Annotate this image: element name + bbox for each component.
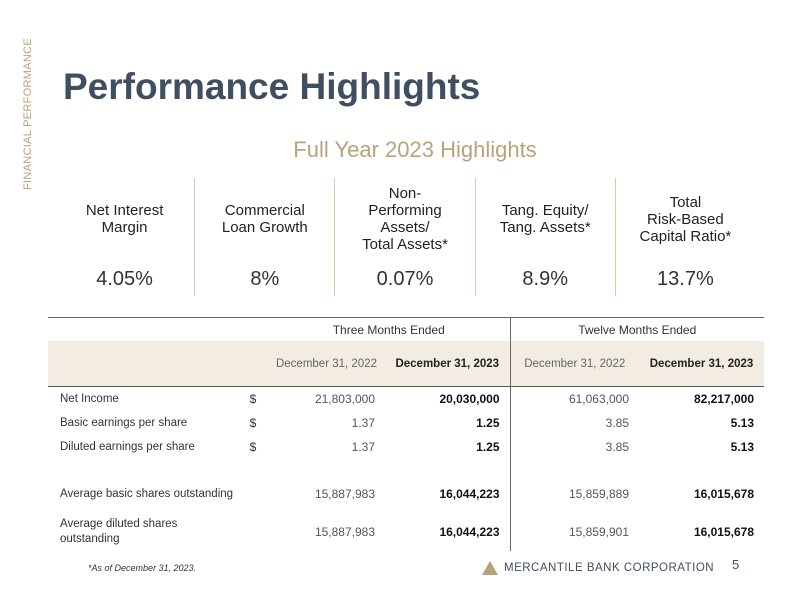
cell: 15,859,901 — [509, 513, 639, 551]
currency-symbol — [238, 513, 268, 551]
date-header: December 31, 2022 — [509, 341, 639, 387]
table-row: Net Income $ 21,803,000 20,030,000 61,06… — [48, 386, 764, 411]
logo-text: MERCANTILE BANK CORPORATION — [504, 562, 715, 574]
kpi-value: 8.9% — [522, 268, 568, 290]
kpi-strip: Net Interest Margin 4.05% Commercial Loa… — [55, 178, 755, 296]
kpi-label: Non- Performing Assets/ Total Assets* — [362, 185, 448, 253]
page-title: Performance Highlights — [63, 66, 481, 107]
kpi-npa-total-assets: Non- Performing Assets/ Total Assets* 0.… — [334, 178, 474, 296]
cell: 15,859,889 — [509, 475, 639, 513]
table-row: Basic earnings per share $ 1.37 1.25 3.8… — [48, 411, 764, 435]
table-row: Average diluted shares outstanding 15,88… — [48, 513, 764, 551]
cell: 16,044,223 — [439, 524, 500, 539]
currency-symbol: $ — [249, 416, 257, 430]
kpi-value: 13.7% — [657, 268, 714, 290]
cell: 1.37 — [351, 416, 375, 430]
logo-triangle-icon — [482, 561, 498, 575]
kpi-tang-equity-assets: Tang. Equity/ Tang. Assets* 8.9% — [474, 178, 615, 296]
kpi-total-risk-based-capital: Total Risk-Based Capital Ratio* 13.7% — [614, 178, 755, 296]
cell: 16,015,678 — [693, 524, 754, 539]
kpi-label: Commercial Loan Growth — [221, 202, 308, 236]
table-spacer — [48, 459, 764, 475]
row-label: Average basic shares outstanding — [60, 487, 234, 500]
cell: 3.85 — [509, 435, 639, 459]
cell: 82,217,000 — [693, 392, 754, 406]
cell: 20,030,000 — [439, 392, 500, 406]
cell: 15,887,983 — [314, 524, 375, 539]
kpi-label: Net Interest Margin — [85, 202, 164, 236]
kpi-label: Total Risk-Based Capital Ratio* — [639, 193, 732, 245]
cell: 15,887,983 — [314, 486, 375, 501]
date-header: December 31, 2023 — [649, 357, 754, 370]
twelve-months-header: Twelve Months Ended — [509, 317, 764, 341]
financial-table: Three Months Ended Twelve Months Ended D… — [48, 317, 764, 551]
footnote: *As of December 31, 2023. — [88, 563, 197, 573]
cell: 3.85 — [509, 411, 639, 435]
kpi-label: Tang. Equity/ Tang. Assets* — [499, 202, 591, 236]
currency-symbol: $ — [249, 440, 257, 454]
cell: 16,044,223 — [439, 486, 500, 501]
cell: 1.37 — [351, 440, 375, 454]
kpi-value: 8% — [250, 268, 280, 290]
cell: 21,803,000 — [314, 392, 375, 406]
kpi-value: 4.05% — [96, 268, 153, 290]
cell: 5.13 — [730, 416, 754, 430]
kpi-commercial-loan-growth: Commercial Loan Growth 8% — [194, 178, 334, 296]
date-header: December 31, 2023 — [395, 357, 500, 370]
table-group-header: Three Months Ended Twelve Months Ended — [48, 317, 764, 341]
currency-symbol: $ — [249, 392, 257, 406]
row-label: Average diluted shares outstanding — [60, 518, 178, 545]
section-label: FINANCIAL PERFORMANCE — [22, 38, 34, 190]
cell: 1.25 — [476, 440, 500, 454]
table-row: Diluted earnings per share $ 1.37 1.25 3… — [48, 435, 764, 459]
table-row: Average basic shares outstanding 15,887,… — [48, 475, 764, 513]
table-date-header: December 31, 2022 December 31, 2023 Dece… — [48, 341, 764, 387]
cell: 5.13 — [730, 440, 754, 454]
page-number: 5 — [732, 557, 740, 572]
page-subtitle: Full Year 2023 Highlights — [293, 137, 537, 162]
row-label: Diluted earnings per share — [60, 441, 195, 453]
row-label: Net Income — [60, 393, 119, 405]
currency-symbol — [238, 475, 268, 513]
kpi-value: 0.07% — [376, 268, 434, 290]
date-header: December 31, 2022 — [275, 357, 377, 370]
cell: 16,015,678 — [693, 486, 754, 501]
three-months-header: Three Months Ended — [332, 322, 445, 337]
kpi-net-interest-margin: Net Interest Margin 4.05% — [55, 178, 194, 296]
cell: 1.25 — [476, 416, 500, 430]
row-label: Basic earnings per share — [60, 417, 188, 429]
company-logo: MERCANTILE BANK CORPORATION — [482, 561, 714, 575]
cell: 61,063,000 — [509, 386, 639, 411]
